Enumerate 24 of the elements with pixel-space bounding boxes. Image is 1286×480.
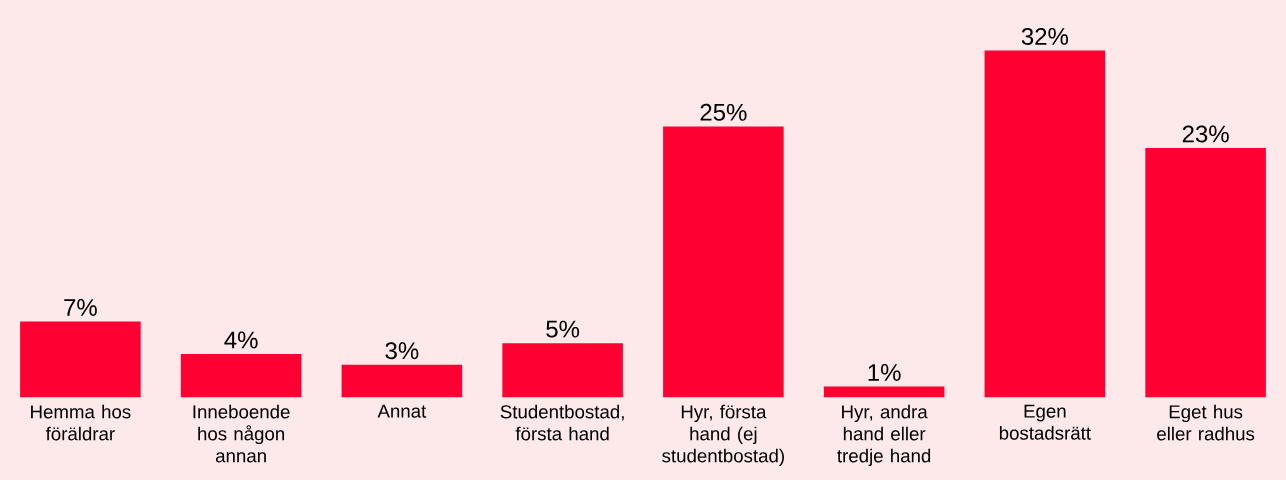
- data-label: 5%: [546, 320, 580, 338]
- bar: [663, 126, 784, 398]
- data-label: 7%: [64, 299, 97, 316]
- x-tick-label: Hyr, första hand (ej studentbostad): [662, 404, 784, 467]
- data-label: 4%: [224, 331, 258, 349]
- x-tick-label: Egen bostadsrätt: [999, 404, 1091, 440]
- x-tick-label: Inneboende hos någon annan: [193, 404, 290, 463]
- data-label: 32%: [1021, 27, 1069, 45]
- bar: [502, 343, 623, 398]
- x-tick-label: Hemma hos föräldrar: [31, 404, 131, 441]
- x-tick-label: Annat: [377, 404, 427, 418]
- bar: [180, 353, 302, 398]
- x-tick-label: Eget hus eller radhus: [1157, 404, 1255, 441]
- bar: [341, 364, 463, 398]
- x-tick-label: Studentbostad, första hand: [500, 404, 624, 441]
- bar: [1145, 148, 1266, 398]
- bar: [20, 321, 141, 398]
- data-label: 3%: [385, 342, 419, 360]
- data-label: 1%: [868, 364, 901, 381]
- bar: [984, 50, 1106, 398]
- x-tick-label: Hyr, andra hand eller tredje hand: [837, 404, 931, 467]
- data-label: 23%: [1182, 125, 1229, 143]
- data-label: 25%: [700, 103, 747, 121]
- bar: [823, 386, 945, 398]
